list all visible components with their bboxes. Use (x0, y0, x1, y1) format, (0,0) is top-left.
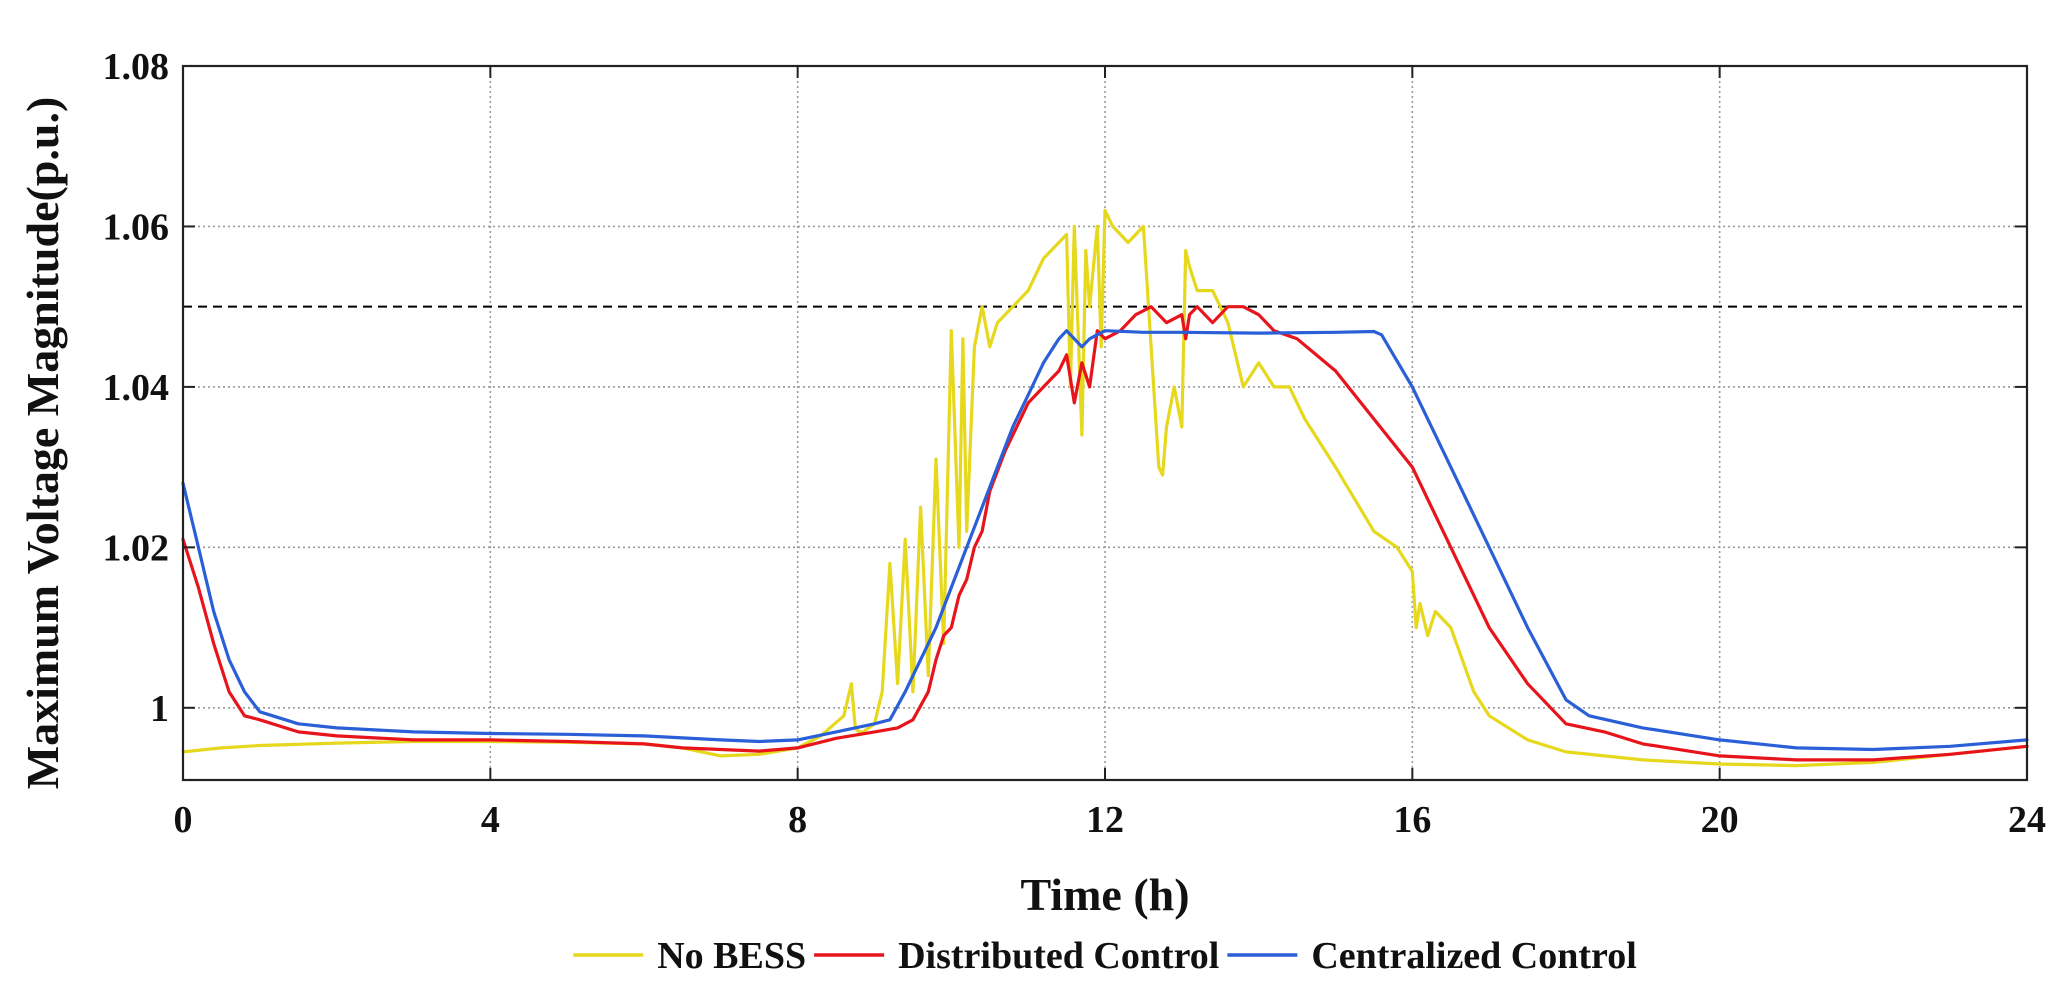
y-tick-label: 1.06 (103, 206, 170, 248)
y-tick-label: 1.04 (103, 367, 170, 409)
series-line-distributed-control (181, 305, 2029, 762)
legend-label: Centralized Control (1311, 935, 1636, 977)
series-line-no-bess (181, 208, 2029, 768)
x-tick-label: 0 (174, 799, 193, 841)
y-tick-label: 1 (150, 688, 169, 730)
x-tick-label: 24 (2008, 799, 2046, 841)
x-tick-label: 16 (1393, 799, 1431, 841)
x-tick-label: 12 (1086, 799, 1124, 841)
y-axis-label: Maximum Voltage Magnitude(p.u.) (17, 97, 68, 790)
y-tick-label: 1.08 (103, 46, 170, 88)
x-tick-label: 8 (788, 799, 807, 841)
series-line-centralized-control (181, 329, 2029, 752)
legend-label: Distributed Control (898, 935, 1219, 977)
x-axis-label: Time (h) (1020, 869, 1189, 920)
series-lines (181, 208, 2029, 768)
grid (183, 66, 2027, 780)
axis-ticks: 0 4 8 12 16 20 24 1 1.02 1.04 1.06 1.08 (103, 46, 2047, 841)
legend-label: No BESS (657, 935, 806, 977)
x-tick-label: 4 (481, 799, 500, 841)
x-tick-label: 20 (1701, 799, 1739, 841)
y-tick-label: 1.02 (103, 527, 170, 569)
legend: No BESS Distributed Control Centralized Co… (573, 935, 1637, 977)
